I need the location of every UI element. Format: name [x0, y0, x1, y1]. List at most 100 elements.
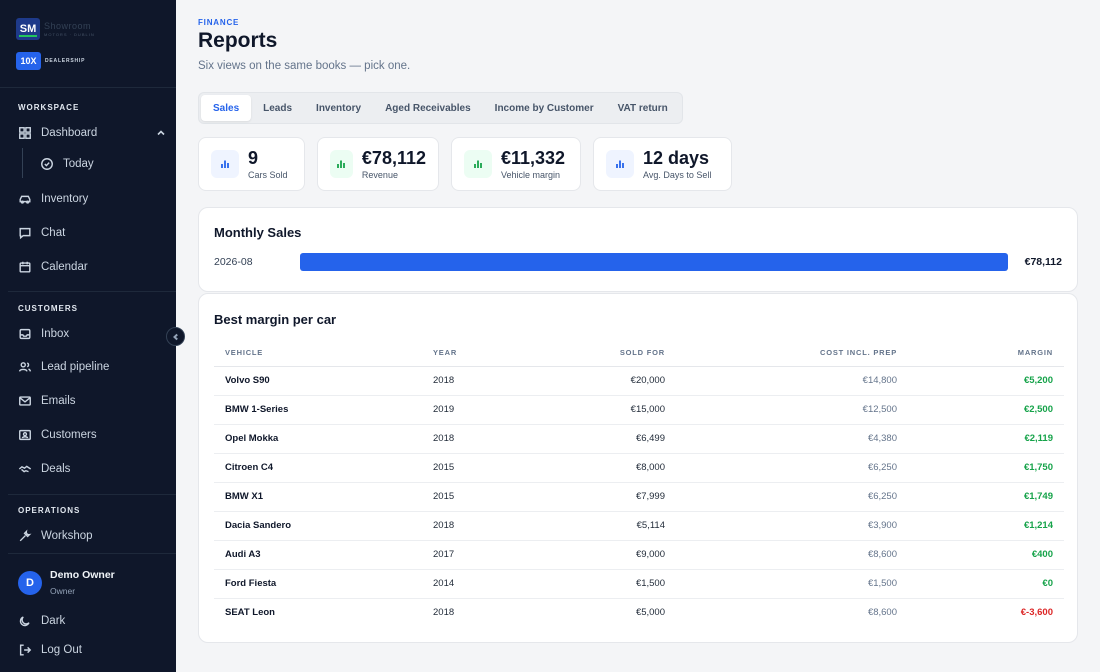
sidebar-item-workshop[interactable]: Workshop: [18, 524, 166, 548]
col-sold-for[interactable]: SOLD FOR: [522, 339, 676, 367]
cell-year: 2017: [422, 540, 522, 570]
cell-vehicle: Volvo S90: [214, 366, 422, 396]
dark-mode-label: Dark: [41, 615, 66, 627]
cell-cost: €4,380: [676, 424, 908, 454]
col-cost[interactable]: COST INCL. PREP: [676, 339, 908, 367]
cell-cost: €1,500: [676, 569, 908, 599]
cell-vehicle: BMW X1: [214, 482, 422, 512]
sidebar-item-label: Deals: [41, 463, 71, 475]
table-row[interactable]: Ford Fiesta 2014 €1,500 €1,500 €0: [214, 569, 1064, 599]
sidebar-divider: [8, 553, 176, 554]
cell-margin: €2,500: [908, 395, 1064, 425]
sidebar-item-label: Emails: [41, 395, 76, 407]
brand-tagline: MOTORS · DUBLIN: [44, 31, 95, 37]
cell-cost: €6,250: [676, 453, 908, 483]
user-role: Owner: [50, 586, 76, 596]
cell-sold-for: €6,499: [522, 424, 676, 454]
cell-year: 2018: [422, 366, 522, 396]
moon-icon: [19, 616, 30, 627]
submenu-line: [22, 148, 23, 178]
cell-margin: €5,200: [908, 366, 1064, 396]
kpi-card-avg-days: 12 days Avg. Days to Sell: [593, 137, 732, 191]
table-body: Volvo S90 2018 €20,000 €14,800 €5,200 BMW 1-S…: [214, 366, 1064, 627]
grid-icon: [19, 127, 31, 139]
bar-chart-icon: [330, 150, 353, 178]
brand-logo[interactable]: SM: [16, 18, 40, 40]
sidebar-item-dashboard[interactable]: Dashboard: [18, 121, 166, 145]
sidebar-item-today[interactable]: Today: [40, 152, 166, 176]
tab-leads[interactable]: Leads: [263, 102, 293, 114]
report-tabs: Sales Leads Inventory Aged Receivables I…: [198, 92, 683, 124]
sidebar-item-inventory[interactable]: Inventory: [18, 187, 166, 211]
section-customers: CUSTOMERS: [18, 304, 78, 313]
cell-year: 2015: [422, 453, 522, 483]
sidebar-item-customers[interactable]: Customers: [18, 423, 166, 447]
kpi-label: Avg. Days to Sell: [643, 169, 712, 180]
col-year[interactable]: YEAR: [422, 339, 522, 367]
section-workspace: WORKSPACE: [18, 103, 80, 112]
logout-button[interactable]: Log Out: [18, 638, 166, 662]
cell-margin: €1,750: [908, 453, 1064, 483]
sidebar-item-label: Lead pipeline: [41, 361, 110, 373]
cell-sold-for: €15,000: [522, 395, 676, 425]
cell-year: 2018: [422, 424, 522, 454]
table-row[interactable]: BMW X1 2015 €7,999 €6,250 €1,749: [214, 482, 1064, 512]
card-title: Monthly Sales: [214, 225, 302, 240]
sidebar-item-calendar[interactable]: Calendar: [18, 255, 166, 279]
table-row[interactable]: Opel Mokka 2018 €6,499 €4,380 €2,119: [214, 424, 1064, 454]
sidebar-item-label: Dashboard: [41, 127, 98, 139]
card-title: Best margin per car: [214, 312, 337, 327]
tab-vat-return[interactable]: VAT return: [617, 102, 668, 114]
cell-cost: €8,600: [676, 540, 908, 570]
sidebar-item-emails[interactable]: Emails: [18, 389, 166, 413]
cell-cost: €14,800: [676, 366, 908, 396]
kpi-card-revenue: €78,112 Revenue: [317, 137, 439, 191]
cell-vehicle: Ford Fiesta: [214, 569, 422, 599]
users-icon: [18, 362, 32, 372]
wrench-icon: [19, 529, 32, 542]
cell-cost: €8,600: [867, 607, 897, 619]
sidebar-item-lead-pipeline[interactable]: Lead pipeline: [18, 355, 166, 379]
sidebar-item-chat[interactable]: Chat: [18, 221, 166, 245]
kpi-label: Vehicle margin: [501, 169, 561, 180]
table-row[interactable]: Volvo S90 2018 €20,000 €14,800 €5,200: [214, 366, 1064, 396]
tab-inventory[interactable]: Inventory: [316, 102, 362, 114]
chevron-up-icon[interactable]: [156, 128, 166, 138]
cell-sold-for: €5,114: [522, 511, 676, 541]
col-margin[interactable]: MARGIN: [908, 339, 1064, 367]
col-vehicle[interactable]: VEHICLE: [214, 339, 422, 367]
bar-chart-icon: [211, 150, 239, 178]
cell-margin: €1,214: [908, 511, 1064, 541]
kpi-value: 9: [248, 147, 259, 168]
table-row[interactable]: SEAT Leon 2018 €5,000 €8,600 €-3,600: [214, 598, 1064, 627]
sidebar-item-label: Inbox: [41, 328, 70, 340]
tab-aged-receivables[interactable]: Aged Receivables: [385, 102, 471, 114]
table-row[interactable]: Dacia Sandero 2018 €5,114 €3,900 €1,214: [214, 511, 1064, 541]
cell-year: 2018: [422, 511, 522, 541]
kpi-label: Revenue: [361, 169, 398, 180]
collapse-sidebar-button[interactable]: [166, 327, 185, 346]
margin-table: VEHICLE YEAR SOLD FOR COST INCL. PREP MA…: [214, 339, 1064, 627]
dark-mode-toggle[interactable]: Dark: [18, 609, 166, 633]
tab-income-by-customer[interactable]: Income by Customer: [494, 102, 594, 114]
calendar-icon: [19, 261, 31, 273]
avatar: D: [18, 570, 42, 595]
cell-vehicle: Citroen C4: [214, 453, 422, 483]
cell-margin: €2,119: [908, 424, 1064, 454]
page-eyebrow: FINANCE: [198, 18, 240, 27]
kpi-value: 12 days: [643, 147, 710, 168]
user-profile[interactable]: D Demo Owner Owner: [18, 569, 115, 596]
cell-vehicle: Audi A3: [214, 540, 422, 570]
kpi-card-vehicle-margin: €11,332 Vehicle margin: [451, 137, 581, 191]
cell-margin: €400: [908, 540, 1064, 570]
bar-chart-icon: [464, 150, 492, 178]
table-row[interactable]: Audi A3 2017 €9,000 €8,600 €400: [214, 540, 1064, 570]
brand: SM Showroom MOTORS · DUBLIN 10X DEALERSH…: [0, 0, 176, 88]
cell-sold-for: €7,999: [522, 482, 676, 512]
sidebar-item-inbox[interactable]: Inbox: [18, 322, 166, 346]
kpi-value: €78,112: [361, 147, 426, 168]
table-row[interactable]: Citroen C4 2015 €8,000 €6,250 €1,750: [214, 453, 1064, 483]
table-row[interactable]: BMW 1-Series 2019 €15,000 €12,500 €2,500: [214, 395, 1064, 425]
sidebar-item-deals[interactable]: Deals: [18, 457, 166, 481]
tab-sales[interactable]: Sales: [201, 95, 252, 121]
